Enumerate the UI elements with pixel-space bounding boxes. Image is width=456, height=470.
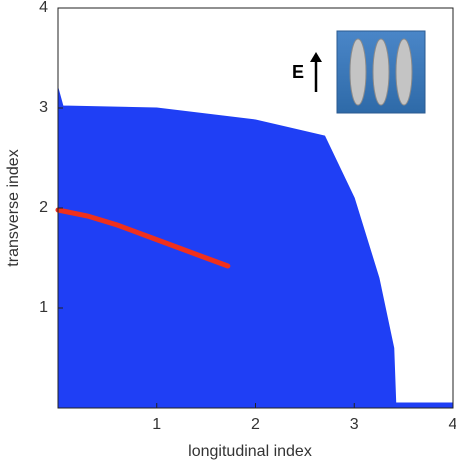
x-axis-label: longitudinal index [188,443,312,460]
curve [55,207,231,269]
x-tick-label: 2 [251,416,260,433]
inset-particle [395,38,413,106]
inset-particle [349,38,367,106]
inset-particle [372,38,390,106]
y-tick-label: 4 [39,0,48,16]
x-tick-label: 4 [449,416,456,433]
y-axis-label: transverse index [5,149,22,266]
x-tick-label: 1 [152,416,161,433]
x-tick-label: 3 [350,416,359,433]
field-label: E [292,62,304,82]
y-tick-label: 3 [39,99,48,116]
field-arrowhead [310,52,322,62]
y-tick-label: 1 [39,299,48,316]
y-tick-label: 2 [39,199,48,216]
region [57,87,454,409]
